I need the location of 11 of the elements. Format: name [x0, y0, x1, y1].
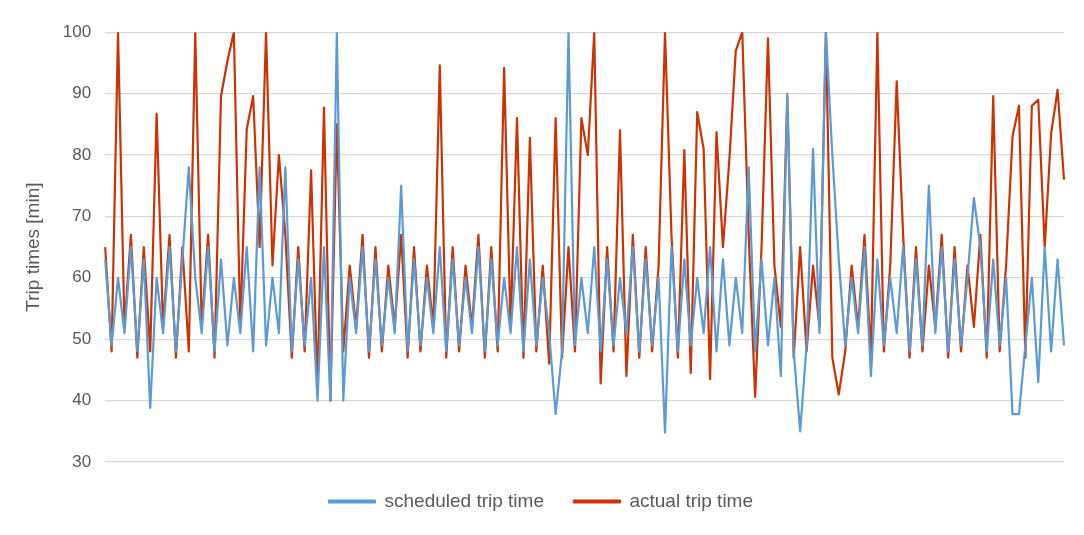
y-tick-label: 100 — [62, 21, 92, 41]
y-tick-label: 30 — [72, 451, 92, 471]
y-tick-label: 80 — [72, 144, 92, 164]
legend-label: actual trip time — [629, 489, 754, 511]
y-axis-title: Trip times [min] — [21, 182, 43, 312]
y-tick-label: 60 — [72, 267, 92, 287]
legend-label: scheduled trip time — [384, 489, 544, 511]
y-tick-label: 50 — [72, 328, 92, 348]
y-tick-label: 90 — [72, 83, 92, 103]
y-tick-label: 40 — [72, 390, 92, 410]
y-tick-label: 70 — [72, 206, 92, 226]
